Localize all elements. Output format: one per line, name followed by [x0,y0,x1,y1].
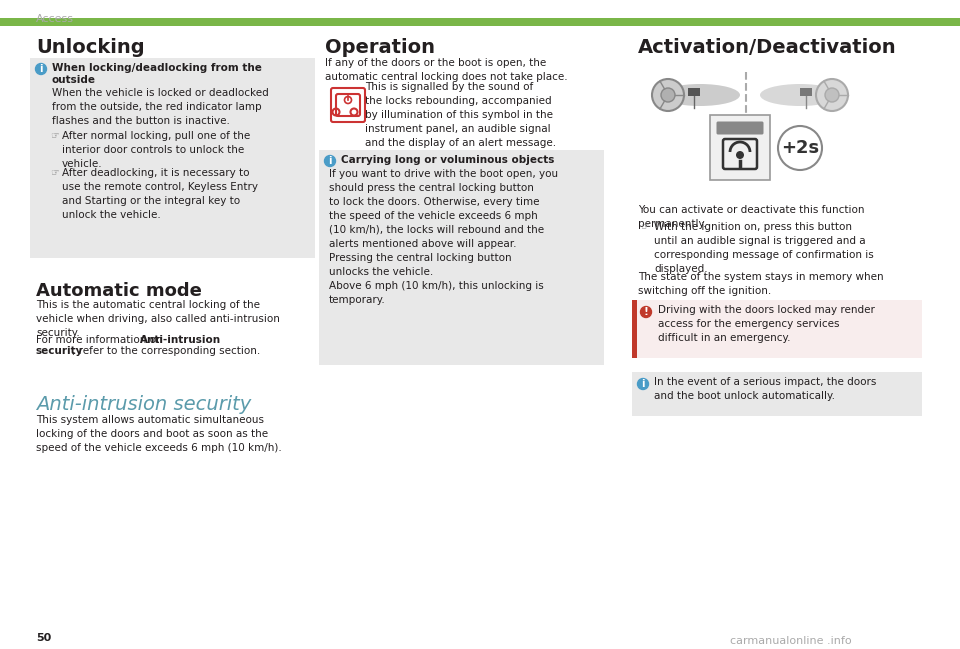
Text: , refer to the corresponding section.: , refer to the corresponding section. [72,346,260,356]
Text: outside: outside [52,75,96,85]
Text: Anti-intrusion security: Anti-intrusion security [36,395,252,414]
Circle shape [736,151,744,159]
Text: After deadlocking, it is necessary to
use the remote control, Keyless Entry
and : After deadlocking, it is necessary to us… [62,168,258,220]
Bar [0,18,960,26]
Text: +2s: +2s [780,139,819,157]
Circle shape [661,88,675,102]
Text: Carrying long or voluminous objects: Carrying long or voluminous objects [341,155,554,165]
Text: carmanualonline .info: carmanualonline .info [730,636,852,646]
Text: i: i [641,379,645,389]
Text: Operation: Operation [325,38,435,57]
FancyBboxPatch shape [716,121,763,134]
Circle shape [825,88,839,102]
Bar [710,115,770,180]
Text: 50: 50 [36,633,51,643]
Bar [632,300,922,358]
Text: ☞: ☞ [640,222,649,232]
Text: The state of the system stays in memory when
switching off the ignition.: The state of the system stays in memory … [638,272,883,296]
Text: Automatic mode: Automatic mode [36,282,202,300]
Circle shape [816,79,848,111]
Text: Unlocking: Unlocking [36,38,145,57]
Text: This is signalled by the sound of
the locks rebounding, accompanied
by illuminat: This is signalled by the sound of the lo… [365,82,556,148]
Bar [30,58,315,258]
Circle shape [652,79,684,111]
Text: ☞: ☞ [50,131,59,141]
Text: i: i [328,156,332,166]
Bar [632,372,922,416]
Circle shape [36,64,46,75]
Text: Driving with the doors locked may render
access for the emergency services
diffi: Driving with the doors locked may render… [658,305,875,343]
Text: ☞: ☞ [50,168,59,178]
Bar [800,88,812,96]
Text: If you want to drive with the boot open, you
should press the central locking bu: If you want to drive with the boot open,… [329,169,558,305]
Text: security: security [36,346,84,356]
Circle shape [637,378,649,389]
Text: With the ignition on, press this button
until an audible signal is triggered and: With the ignition on, press this button … [654,222,874,274]
Circle shape [324,156,335,167]
Text: In the event of a serious impact, the doors
and the boot unlock automatically.: In the event of a serious impact, the do… [654,377,876,401]
Circle shape [640,306,652,317]
Text: You can activate or deactivate this function
permanently.: You can activate or deactivate this func… [638,205,865,229]
Text: i: i [39,64,43,74]
Text: When locking/deadlocking from the: When locking/deadlocking from the [52,63,262,73]
Text: When the vehicle is locked or deadlocked
from the outside, the red indicator lam: When the vehicle is locked or deadlocked… [52,88,269,126]
Ellipse shape [760,84,840,106]
Text: !: ! [643,307,648,317]
Bar [632,300,637,358]
Text: Anti-intrusion: Anti-intrusion [140,335,221,345]
Text: If any of the doors or the boot is open, the
automatic central locking does not : If any of the doors or the boot is open,… [325,58,567,82]
Text: This is the automatic central locking of the
vehicle when driving, also called a: This is the automatic central locking of… [36,300,280,338]
Text: This system allows automatic simultaneous
locking of the doors and boot as soon : This system allows automatic simultaneou… [36,415,281,453]
Text: Activation/Deactivation: Activation/Deactivation [638,38,897,57]
Ellipse shape [660,84,740,106]
Bar [688,88,700,96]
Bar [319,150,604,365]
Text: Access: Access [36,14,74,24]
Text: After normal locking, pull one of the
interior door controls to unlock the
vehic: After normal locking, pull one of the in… [62,131,251,169]
Text: For more information on: For more information on [36,335,166,345]
